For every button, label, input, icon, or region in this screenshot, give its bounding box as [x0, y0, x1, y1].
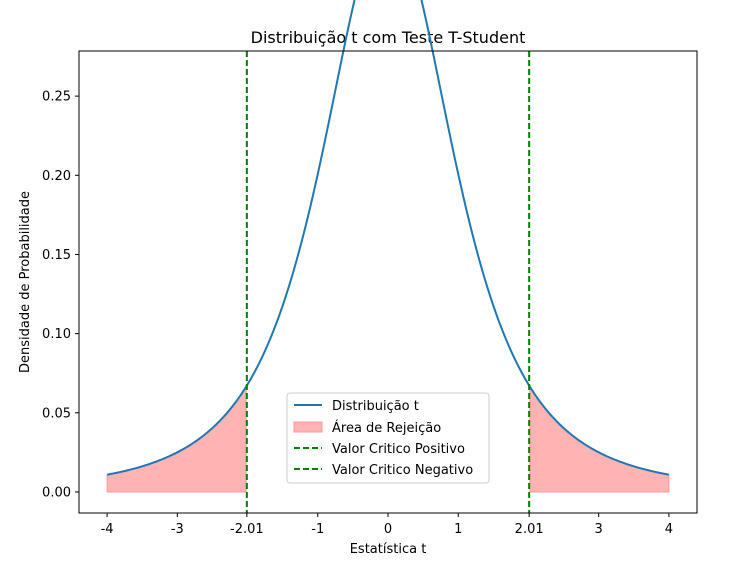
y-tick-label: 0.15 [42, 248, 71, 263]
legend-fill-swatch [293, 421, 323, 433]
x-tick-label: -1 [311, 522, 324, 537]
legend-box [286, 392, 490, 484]
y-tick-label: 0.00 [42, 485, 71, 500]
legend-label-distribution: Distribuição t [332, 399, 419, 414]
y-axis-ticks: 0.00 0.05 0.10 0.15 0.20 0.25 [42, 90, 79, 500]
legend-label-rejection: Área de Rejeição [332, 420, 441, 436]
x-tick-label: 1 [454, 522, 462, 537]
legend-label-negative: Valor Critico Negativo [332, 463, 473, 478]
y-tick-label: 0.20 [42, 169, 71, 184]
x-tick-label: -2.01 [230, 522, 264, 537]
y-axis-label: Densidade de Probabilidade [18, 191, 33, 373]
x-tick-label: -3 [171, 522, 184, 537]
x-tick-label: 0 [384, 522, 392, 537]
legend-label-positive: Valor Critico Positivo [332, 442, 465, 457]
chart-title: Distribuição t com Teste T-Student [251, 28, 526, 47]
x-tick-label: 4 [665, 522, 673, 537]
x-axis-label: Estatística t [350, 542, 427, 557]
y-tick-label: 0.10 [42, 327, 71, 342]
distribution-curve [106, 0, 670, 476]
y-tick-label: 0.25 [42, 90, 71, 105]
critical-lines [245, 51, 531, 513]
x-tick-label: -4 [101, 522, 114, 537]
legend: Distribuição t Área de Rejeição Valor Cr… [286, 392, 490, 484]
x-axis-ticks: -4 -3 -2.01 -1 0 1 2.01 3 4 [101, 513, 673, 537]
x-tick-label: 3 [595, 522, 603, 537]
x-tick-label: 2.01 [515, 522, 544, 537]
y-tick-label: 0.05 [42, 406, 71, 421]
